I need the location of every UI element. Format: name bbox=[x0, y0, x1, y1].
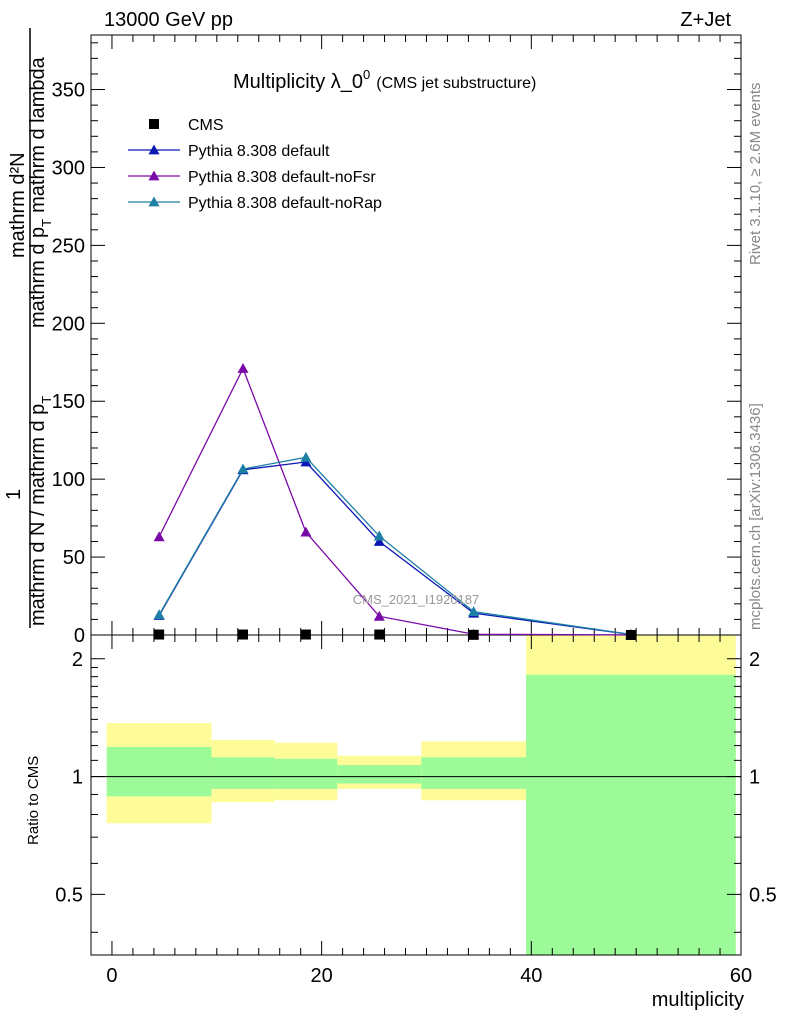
series-line-noFsr bbox=[158, 366, 631, 636]
side-label-top: Rivet 3.1.10, ≥ 2.6M events bbox=[747, 83, 764, 266]
chart-title-sup: 0 bbox=[363, 67, 370, 82]
ratio-y-tick-label: 0.5 bbox=[55, 884, 83, 906]
y-tick-label: 300 bbox=[52, 157, 85, 179]
x-axis-label: multiplicity bbox=[652, 989, 744, 1011]
y-label-num-c: mathrm d lambda bbox=[27, 56, 49, 212]
ratio-y-tick-label-right: 0.5 bbox=[749, 884, 777, 906]
ratio-panel-frame bbox=[90, 634, 742, 956]
legend-label: Pythia 8.308 default-noFsr bbox=[188, 169, 376, 186]
ratio-y-tick-label-right: 1 bbox=[749, 767, 760, 789]
ratio-y-tick-label: 2 bbox=[72, 649, 83, 671]
legend-marker-noRap bbox=[148, 196, 160, 207]
y-label-den: mathrm d N / mathrm d p bbox=[27, 404, 49, 626]
y-axis-label: 1 mathrm d²N mathrm d pTmathrm d lambda … bbox=[3, 28, 54, 628]
legend-marker-cms bbox=[149, 119, 159, 129]
series-point-default bbox=[373, 535, 385, 546]
chart-title: Multiplicity λ_00 (CMS jet substructure) bbox=[233, 67, 536, 93]
y-label-num-a: mathrm d²N bbox=[7, 152, 29, 258]
series-point-noFsr bbox=[373, 610, 385, 621]
legend-label: Pythia 8.308 default-noRap bbox=[188, 195, 382, 212]
y-label-num-sub: T bbox=[39, 219, 54, 227]
legend-marker-default bbox=[148, 144, 160, 155]
series-point-noRap bbox=[237, 463, 249, 474]
cms-point bbox=[154, 629, 165, 640]
series-point-noRap bbox=[300, 451, 312, 462]
y-tick-label: 100 bbox=[52, 469, 85, 491]
series-point-noRap bbox=[153, 609, 165, 620]
series-point-noRap bbox=[373, 530, 385, 541]
y-tick-label: 150 bbox=[52, 391, 85, 413]
y-tick-label: 350 bbox=[52, 80, 85, 102]
y-tick-label: 50 bbox=[63, 547, 85, 569]
mc-series bbox=[153, 363, 637, 640]
legend-label: CMS bbox=[188, 117, 224, 134]
series-line-noRap bbox=[158, 456, 632, 636]
axis-ticks: 0 50 100 150 200 250 300 350 0 20 40 60 0.5 0.5 1 1 2 2 bbox=[52, 35, 777, 987]
x-tick-label: 20 bbox=[311, 965, 333, 987]
ratio-band-inner-5 bbox=[526, 674, 736, 955]
series-point-noRap bbox=[468, 606, 480, 617]
x-tick-label: 40 bbox=[520, 965, 542, 987]
ratio-y-tick-label-right: 2 bbox=[749, 649, 760, 671]
y-tick-label: 250 bbox=[52, 235, 85, 257]
chart-title-main: Multiplicity λ_0 bbox=[233, 71, 363, 93]
header-right: Z+Jet bbox=[680, 9, 731, 31]
y-label-numerator: mathrm d²N bbox=[7, 152, 29, 258]
y-label-num-b: mathrm d p bbox=[27, 227, 49, 328]
y-label-prefix: 1 bbox=[3, 489, 25, 500]
y-label-denominator: mathrm d N / mathrm d pT bbox=[27, 396, 54, 626]
legend-marker-noFsr bbox=[148, 170, 160, 181]
header-left: 13000 GeV pp bbox=[104, 9, 233, 31]
ratio-band-inner-1 bbox=[211, 757, 275, 789]
axes-frame bbox=[90, 34, 742, 956]
cms-point bbox=[300, 629, 311, 640]
x-tick-label: 60 bbox=[730, 965, 752, 987]
y-label-den-sub: T bbox=[39, 396, 54, 404]
series-point-noFsr bbox=[300, 526, 312, 537]
ratio-y-tick-label: 1 bbox=[72, 767, 83, 789]
x-tick-label: 0 bbox=[106, 965, 117, 987]
ratio-band-inner-0 bbox=[106, 747, 212, 797]
cms-data-points bbox=[154, 629, 636, 640]
cms-point bbox=[374, 629, 385, 640]
cms-point bbox=[468, 629, 479, 640]
legend: CMS Pythia 8.308 default Pythia 8.308 defa… bbox=[128, 117, 382, 212]
ratio-y-label: Ratio to CMS bbox=[25, 756, 42, 845]
legend-label: Pythia 8.308 default bbox=[188, 143, 330, 160]
cms-point bbox=[625, 629, 636, 640]
chart-title-sub: (CMS jet substructure) bbox=[376, 75, 536, 92]
side-label-bottom: mcplots.cern.ch [arXiv:1306.3436] bbox=[747, 403, 764, 630]
watermark: CMS_2021_I1920187 bbox=[353, 592, 480, 607]
ratio-band-inner-3 bbox=[337, 765, 422, 784]
ratio-uncertainty-bands bbox=[91, 635, 741, 955]
y-tick-label: 200 bbox=[52, 313, 85, 335]
ratio-band-inner-2 bbox=[274, 758, 338, 789]
series-point-noFsr bbox=[153, 531, 165, 542]
ratio-band-inner-4 bbox=[421, 757, 527, 789]
series-point-noFsr bbox=[237, 363, 249, 373]
cms-point bbox=[238, 629, 249, 640]
y-label-numerator-tail: mathrm d pTmathrm d lambda bbox=[27, 56, 54, 328]
y-tick-label: 0 bbox=[74, 625, 85, 647]
